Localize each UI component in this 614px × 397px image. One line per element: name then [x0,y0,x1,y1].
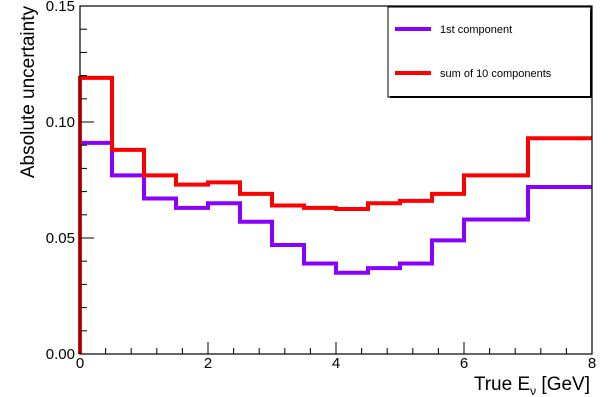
axes: 0 2 4 6 8 0.00 0.05 0.10 0.15 [46,0,596,372]
axis-titles: True Eν [GeV] Absolute uncertainty [18,6,590,397]
x-tick-label-0: 0 [76,355,84,372]
legend-shadow-right [590,9,592,98]
y-tick-label-1: 0.05 [46,230,75,247]
x-axis-title: True Eν [GeV] [474,374,590,397]
x-tick-label-3: 6 [460,355,468,372]
y-tick-label-0: 0.00 [46,346,75,363]
x-axis-title-main: True E [474,374,530,395]
y-axis-title: Absolute uncertainty [18,6,39,179]
legend-label-1: sum of 10 components [440,68,552,80]
legend: 1st component sum of 10 components [387,6,592,98]
x-tick-label-1: 2 [204,355,212,372]
y-tick-label-2: 0.10 [46,114,75,131]
legend-shadow-bottom [390,96,592,98]
x-tick-label-4: 8 [588,355,596,372]
x-axis-title-unit: [GeV] [541,374,590,395]
y-tick-label-3: 0.15 [46,0,75,15]
series-line-1 [78,75,592,354]
legend-box [387,6,592,98]
x-tick-label-2: 4 [332,355,340,372]
x-axis-title-subscript: ν [530,384,536,397]
legend-label-0: 1st component [440,24,512,36]
plot-area [78,75,592,354]
series-line-0 [78,140,592,354]
